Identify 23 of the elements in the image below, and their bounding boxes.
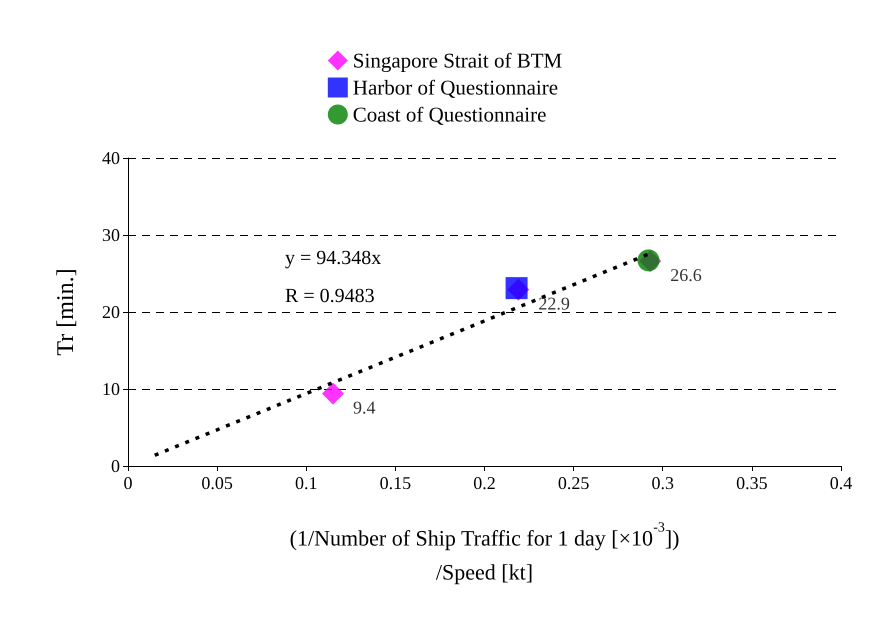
x-tick-label: 0.05	[201, 473, 233, 493]
x-tick-label: 0.3	[652, 473, 674, 493]
x-tick-label: 0.4	[830, 473, 852, 493]
y-tick-label: 10	[102, 379, 120, 399]
annotation: R = 0.9483	[285, 285, 375, 307]
legend-label: Coast of Questionnaire	[352, 102, 546, 126]
x-tick-label: 0.15	[380, 473, 412, 493]
x-tick-label: 0.2	[473, 473, 496, 493]
y-tick-label: 40	[102, 148, 120, 168]
y-tick-label: 0	[111, 456, 120, 476]
y-tick-label: 20	[102, 302, 120, 322]
y-axis-title: Tr [min.]	[53, 268, 79, 356]
data-label: 22.9	[538, 294, 570, 314]
data-label: 26.6	[670, 265, 702, 286]
x-tick-label: 0	[124, 473, 132, 493]
data-label: 9.4	[352, 398, 376, 418]
x-tick-label: 0.25	[558, 473, 590, 493]
x-tick-label: 0.1	[295, 473, 318, 493]
annotation: y = 94.348x	[285, 247, 382, 269]
x-tick-label: 0.35	[736, 473, 768, 493]
y-tick-label: 30	[102, 225, 120, 245]
legend-label: Singapore Strait of BTM	[352, 48, 563, 72]
legend-label: Harbor of Questionnaire	[352, 76, 558, 100]
